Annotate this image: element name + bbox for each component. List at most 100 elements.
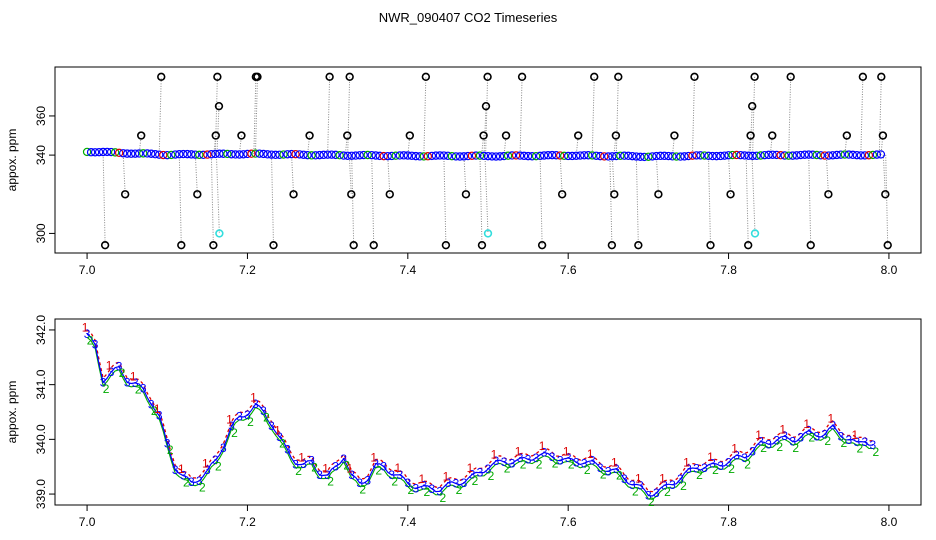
series-1-mark: 1: [322, 461, 329, 475]
base-point: [239, 150, 248, 159]
base-point: [311, 151, 320, 160]
base-point: [776, 151, 785, 160]
series-3-mark: 3: [797, 430, 804, 444]
outlier-point: [193, 190, 202, 199]
outlier-point: [253, 72, 262, 81]
base-point: [616, 151, 625, 160]
series-3-mark: 3: [862, 435, 869, 449]
top-y-axis-label: appox. ppm: [5, 129, 19, 192]
outlier-point: [405, 131, 415, 140]
outlier-point: [743, 240, 753, 250]
series-3-mark: 3: [124, 375, 131, 389]
base-point: [207, 150, 216, 159]
series-2-mark: 2: [520, 458, 527, 472]
base-point: [588, 151, 597, 160]
y-tick-label: 360: [34, 106, 48, 126]
bottom-x-axis: 7.0 7.2 7.4 7.6 7.8 8.0: [79, 505, 898, 529]
base-point: [567, 151, 577, 161]
base-point: [411, 151, 421, 161]
base-point: [523, 151, 533, 161]
base-point: [764, 150, 773, 160]
series-3-mark: 3: [829, 418, 836, 432]
base-point: [740, 151, 749, 160]
outlier-connector: [615, 76, 619, 157]
series-3-mark: 3: [196, 474, 203, 488]
series-2-mark: 2: [343, 458, 350, 472]
base-point: [720, 151, 729, 160]
series-3-mark: 3: [421, 479, 428, 493]
series-2-mark: 2: [391, 475, 398, 489]
base-point: [259, 149, 268, 159]
series-2-mark: 2: [664, 485, 671, 499]
base-point: [203, 150, 212, 159]
base-point: [151, 149, 160, 159]
base-point: [267, 150, 276, 159]
base-point: [155, 150, 164, 159]
series-3-mark: 3: [677, 472, 684, 486]
outlier-point: [305, 131, 314, 140]
series-3-mark: 3: [388, 468, 395, 482]
series-3-mark: 3: [805, 424, 812, 438]
series-2-mark: 2: [231, 426, 238, 440]
base-point: [363, 150, 372, 160]
outlier-connector: [387, 155, 391, 195]
base-point: [716, 151, 725, 161]
top-data-points: [82, 72, 892, 250]
series-2-mark: 2: [440, 491, 447, 505]
outlier-point: [421, 72, 431, 81]
outlier-point: [614, 72, 623, 81]
outlier-connector: [485, 76, 489, 157]
base-point: [688, 151, 697, 160]
base-point: [816, 151, 825, 160]
base-point: [479, 151, 489, 161]
base-point: [636, 152, 645, 162]
cyan-connector: [215, 154, 220, 234]
cyan-point: [483, 229, 493, 238]
outlier-point: [501, 131, 511, 140]
series-1-mark: 1: [659, 472, 666, 486]
base-point: [804, 150, 813, 159]
series-2-mark: 2: [311, 460, 318, 474]
chart-title: NWR_090407 CO2 Timeseries: [379, 10, 558, 25]
base-point: [351, 151, 360, 160]
series-2-mark: 2: [776, 440, 783, 454]
series-3-mark: 3: [180, 469, 187, 483]
x-tick-label: 7.6: [560, 515, 577, 529]
base-point: [632, 152, 641, 161]
series-1-mark: 1: [394, 461, 401, 475]
base-point: [355, 151, 364, 160]
series-1-mark: 1: [755, 428, 762, 442]
base-point: [796, 150, 805, 160]
base-point: [191, 150, 200, 159]
base-point: [559, 151, 569, 161]
series-3-mark: 3: [757, 435, 764, 449]
series-1-mark: 1: [250, 391, 257, 405]
series-2-mark: 2: [568, 458, 575, 472]
base-point: [692, 151, 701, 160]
base-point: [303, 150, 312, 160]
series-2-mark: 2: [488, 469, 495, 483]
base-point: [118, 149, 128, 158]
base-point: [612, 151, 621, 161]
series-1-mark: 1: [539, 439, 546, 453]
base-point: [263, 150, 272, 159]
outlier-point: [881, 190, 890, 199]
series-2-mark: 2: [873, 445, 880, 459]
series-3-mark: 3: [533, 451, 540, 465]
outlier-connector: [885, 154, 889, 246]
series-2-mark: 2: [696, 468, 703, 482]
outlier-connector: [351, 155, 355, 246]
base-point: [447, 151, 457, 161]
top-plot-frame: [54, 66, 922, 254]
series-2-mark: 2: [616, 468, 623, 482]
base-point: [808, 150, 817, 159]
series-3-mark: 3: [477, 466, 484, 480]
base-point: [375, 151, 384, 161]
outlier-point: [654, 190, 663, 199]
series-3-mark: 3: [92, 338, 99, 352]
series-1-mark: 1: [803, 417, 810, 431]
outlier-point: [477, 240, 487, 250]
top-x-axis: 7.0 7.2 7.4 7.6 7.8 8.0: [79, 253, 898, 277]
series-3-mark: 3: [501, 455, 508, 469]
